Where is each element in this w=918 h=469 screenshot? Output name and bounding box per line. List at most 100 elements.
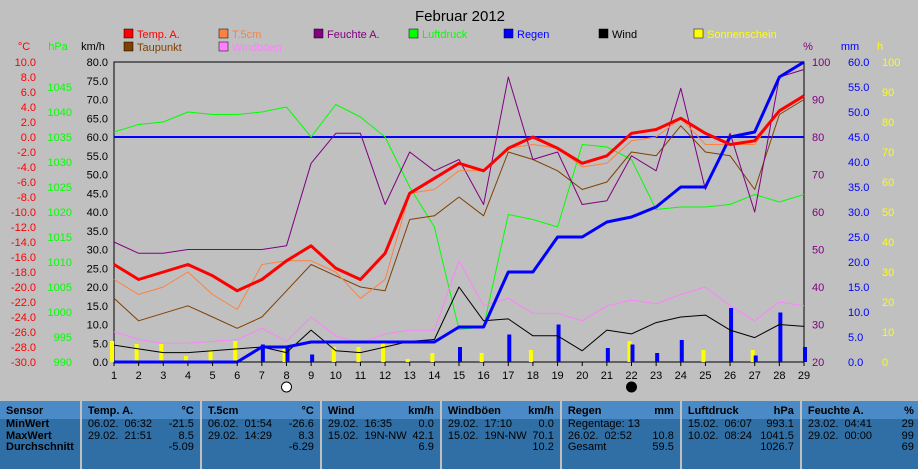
stats-value: 1026.7 bbox=[760, 441, 794, 453]
stats-value: 29 bbox=[901, 418, 914, 430]
axis-tick-sun: 20 bbox=[882, 297, 894, 309]
x-tick-label: 3 bbox=[160, 370, 166, 382]
legend-swatch-7 bbox=[123, 41, 134, 52]
axis-tick-wind: 20.0 bbox=[87, 282, 108, 294]
x-tick-label: 26 bbox=[724, 370, 736, 382]
axis-tick-pressure: 1015 bbox=[48, 232, 72, 244]
sunshine-bar bbox=[381, 341, 386, 362]
axis-tick-temp: -8.0 bbox=[17, 192, 36, 204]
sunshine-bar bbox=[528, 350, 533, 362]
legend-label-0: Temp. A. bbox=[137, 29, 180, 41]
x-tick-label: 14 bbox=[428, 370, 440, 382]
stats-column-unit: °C bbox=[181, 405, 194, 417]
axis-tick-temp: -12.0 bbox=[11, 222, 36, 234]
stats-date: 29.02. bbox=[807, 429, 839, 442]
axis-tick-rain: 40.0 bbox=[848, 157, 869, 169]
plot-area bbox=[113, 61, 805, 363]
axis-tick-humidity: 30 bbox=[812, 320, 824, 332]
axis-tick-temp: -24.0 bbox=[11, 312, 36, 324]
stats-cell-row: -5.09 bbox=[82, 441, 200, 454]
stats-column-unit: km/h bbox=[408, 405, 434, 417]
stats-value: 0.0 bbox=[538, 418, 554, 430]
series-line-temp-a- bbox=[113, 94, 805, 293]
x-tick-label: 17 bbox=[502, 370, 514, 382]
stats-table: Sensor MinWert MaxWert Durchschnitt Temp… bbox=[0, 401, 918, 469]
axis-tick-wind: 75.0 bbox=[87, 76, 108, 88]
axis-tick-pressure: 1030 bbox=[48, 157, 72, 169]
stats-columns: Temp. A. °C 06.02. 06:32 -21.5 29.02. 21:51 8.5… bbox=[81, 401, 918, 469]
series-lines bbox=[113, 60, 805, 364]
stats-cell-row: 26.02. 02:52 10.8 bbox=[562, 429, 680, 443]
x-tick-label: 29 bbox=[798, 370, 810, 382]
stats-column-2: Wind km/h 29.02. 16:35 0.0 15.02. 19N-NW 42.1 6.… bbox=[321, 401, 442, 469]
sunshine-bar bbox=[134, 344, 139, 362]
legend-label-8: Windböen bbox=[232, 42, 282, 54]
axis-tick-rain: 45.0 bbox=[848, 132, 869, 144]
stats-column-3: Windböen km/h 29.02. 17:10 0.0 15.02. 19N-NW 70… bbox=[441, 401, 562, 469]
stats-cell-row: -6.29 bbox=[202, 441, 320, 454]
axis-tick-temp: -4.0 bbox=[17, 162, 36, 174]
stats-column-name: Windböen bbox=[447, 405, 501, 417]
stats-column-name: Wind bbox=[327, 405, 355, 417]
x-tick-label: 18 bbox=[527, 370, 539, 382]
chart-title: Februar 2012 bbox=[415, 8, 505, 25]
stats-time: 06:32 bbox=[124, 418, 152, 430]
x-tick-label: 25 bbox=[699, 370, 711, 382]
rain-bar bbox=[729, 308, 734, 362]
stats-value: 0.0 bbox=[418, 418, 434, 430]
stats-value: 42.1 bbox=[412, 429, 434, 442]
stats-label-max: MaxWert bbox=[6, 429, 52, 442]
stats-time: 06:07 bbox=[724, 418, 752, 430]
legend-swatch-2 bbox=[313, 28, 324, 39]
axis-tick-pressure: 1045 bbox=[48, 82, 72, 94]
stats-column-unit: km/h bbox=[528, 405, 554, 417]
stats-cell-row: 06.02. 01:54 -26.6 bbox=[202, 418, 320, 431]
x-tick-label: 13 bbox=[404, 370, 416, 382]
stats-column-name: Feuchte A. bbox=[807, 405, 864, 417]
x-tick-label: 20 bbox=[576, 370, 588, 382]
stats-date: 15.02. bbox=[687, 418, 719, 430]
stats-row-labels: Sensor MinWert MaxWert Durchschnitt bbox=[0, 401, 82, 469]
x-axis-ticks: 1 2 3 4 5 6 7 8 9 10 11 12 13 14 15 16 17 18 19 20 21 22 23 24 2… bbox=[111, 362, 810, 382]
x-tick-label: 8 bbox=[283, 370, 289, 382]
axis-tick-pressure: 1000 bbox=[48, 307, 72, 319]
stats-date: 29.02. bbox=[87, 429, 119, 442]
stats-time: 14:29 bbox=[244, 429, 272, 442]
stats-column-name: Temp. A. bbox=[87, 405, 134, 417]
stats-date: 10.02. bbox=[687, 429, 719, 442]
axis-tick-pressure: 1020 bbox=[48, 207, 72, 219]
axis-unit-sun: h bbox=[877, 41, 883, 53]
stats-cell-row: 29.02. 00:00 99 bbox=[802, 429, 918, 443]
new-moon-icon bbox=[626, 381, 637, 393]
legend: Temp. A. T.5cm Feuchte A. Luftdruck Regen Win… bbox=[123, 28, 777, 54]
axis-tick-sun: 100 bbox=[882, 57, 900, 69]
stats-value: 69 bbox=[901, 441, 914, 453]
axis-tick-pressure: 995 bbox=[54, 332, 72, 344]
stats-column-unit: °C bbox=[301, 405, 314, 417]
legend-swatch-5 bbox=[598, 28, 609, 39]
stats-column-unit: hPa bbox=[773, 405, 794, 417]
axis-tick-temp: 8.0 bbox=[21, 72, 36, 84]
stats-column-1: T.5cm °C 06.02. 01:54 -26.6 29.02. 14:29 8.3 -6.… bbox=[201, 401, 322, 469]
sunshine-bar bbox=[233, 341, 238, 362]
axis-tick-temp: -20.0 bbox=[11, 282, 36, 294]
stats-value: 59.5 bbox=[652, 441, 674, 453]
stats-cell-row: 06.02. 06:32 -21.5 bbox=[82, 418, 200, 431]
rain-bar bbox=[778, 312, 783, 362]
axis-tick-sun: 10 bbox=[882, 327, 894, 339]
axis-tick-sun: 60 bbox=[882, 177, 894, 189]
stats-value: 8.3 bbox=[298, 429, 314, 442]
stats-time: 19N-NW bbox=[364, 429, 407, 442]
axis-tick-sun: 30 bbox=[882, 267, 894, 279]
stats-column-name: Regen bbox=[567, 405, 602, 417]
stats-value: 10.8 bbox=[652, 429, 674, 442]
axis-labels: °C 10.0 8.0 6.0 4.0 2.0 0.0 -2.0 -4.0 -6.0 -8.0 -10… bbox=[11, 41, 900, 369]
axis-tick-temp: 10.0 bbox=[15, 57, 36, 69]
stats-value: -21.5 bbox=[168, 418, 194, 430]
stats-value: -5.09 bbox=[168, 441, 194, 453]
axis-tick-wind: 10.0 bbox=[87, 320, 108, 332]
axis-tick-temp: 0.0 bbox=[21, 132, 36, 144]
stats-time: 01:54 bbox=[244, 418, 272, 430]
stats-date: 15.02. bbox=[327, 429, 359, 442]
axis-tick-rain: 5.0 bbox=[848, 332, 863, 344]
